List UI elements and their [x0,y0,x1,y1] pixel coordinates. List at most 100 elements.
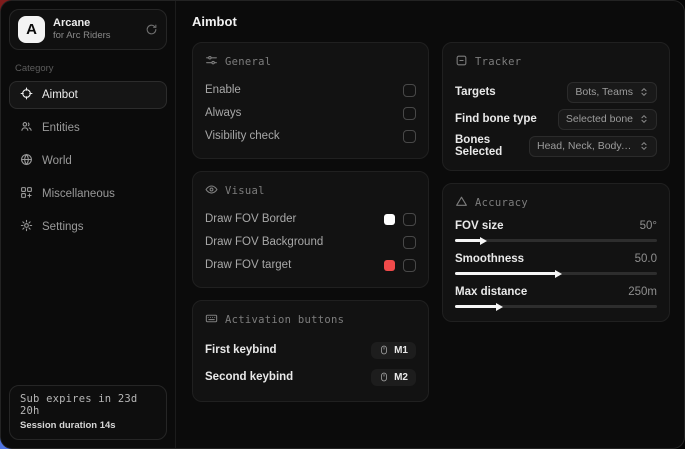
row-label: Draw FOV target [205,259,292,271]
tracker-card-header: Tracker [455,54,657,70]
row-label: Always [205,107,242,119]
first-keybind-button[interactable]: M1 [371,341,416,359]
activation-row-second-keybind: Second keybind M2 [205,364,416,390]
visual-card: Visual Draw FOV Border Draw FOV Backgrou… [192,171,429,288]
slider-fill[interactable] [455,272,556,275]
accuracy-card-header: Accuracy [455,195,657,211]
session-duration-text: Session duration 14s [20,420,116,431]
tracker-row-targets: Targets Bots, Teams [455,79,657,105]
app-subtitle: for Arc Riders [53,30,111,42]
chevrons-up-down-icon [641,141,647,151]
row-label: Targets [455,86,496,98]
accuracy-card: Accuracy FOV size 50° Smoothness [442,183,670,322]
subscription-box: Sub expires in 23d 20h Session duration … [9,385,167,440]
left-column: General Enable Always Visibility check [192,42,429,402]
accuracy-row-fov-size: FOV size 50° [455,220,657,242]
mouse-icon [381,345,388,355]
brand-text: Arcane for Arc Riders [53,17,137,43]
bones-selected-dropdown[interactable]: Head, Neck, Body, Fe... [529,135,657,157]
crosshair-icon [20,87,33,103]
tracker-row-bones-selected: Bones Selected Head, Neck, Body, Fe... [455,133,657,159]
tracker-card: Tracker Targets Bots, Teams Find bone ty… [442,42,670,171]
chevrons-up-down-icon [641,114,647,124]
max-distance-slider[interactable] [455,305,657,308]
page-title: Aimbot [192,14,237,29]
row-label: Max distance [455,286,528,298]
sub-expiry-text: Sub expires in 23d 20h [20,393,138,417]
activation-row-first-keybind: First keybind M1 [205,337,416,363]
fov-target-checkbox[interactable] [403,258,416,272]
scan-icon [455,54,468,70]
app-name: Arcane [53,16,91,29]
general-card-header: General [205,54,416,70]
accuracy-row-max-distance: Max distance 250m [455,286,657,308]
row-label: Draw FOV Border [205,213,297,225]
sidebar-item-label: World [42,155,72,167]
smoothness-slider[interactable] [455,272,657,275]
accuracy-row-smoothness: Smoothness 50.0 [455,253,657,275]
row-label: Visibility check [205,130,280,142]
activation-card-title: Activation buttons [225,314,345,326]
general-card: General Enable Always Visibility check [192,42,429,159]
fov-border-color-swatch[interactable] [384,213,395,225]
smoothness-value: 50.0 [634,253,657,265]
always-checkbox[interactable] [403,106,416,120]
row-label: Draw FOV Background [205,236,324,248]
targets-dropdown[interactable]: Bots, Teams [567,81,657,103]
slider-fill[interactable] [455,239,482,242]
fov-border-checkbox[interactable] [403,212,416,226]
fov-target-color-swatch[interactable] [384,259,395,271]
app-logo: A [18,16,45,43]
enable-checkbox[interactable] [403,83,416,97]
right-column: Tracker Targets Bots, Teams Find bone ty… [442,42,670,322]
sidebar-item-miscellaneous[interactable]: Miscellaneous [9,180,167,208]
visual-row-fov-target: Draw FOV target [205,254,416,276]
tracker-card-title: Tracker [475,56,522,68]
max-distance-value: 250m [628,286,657,298]
sidebar-item-entities[interactable]: Entities [9,114,167,142]
row-label: Find bone type [455,113,537,125]
sidebar-item-settings[interactable]: Settings [9,213,167,241]
gear-icon [20,219,33,235]
find-bone-type-dropdown[interactable]: Selected bone [557,108,657,130]
triangle-icon [455,195,468,211]
row-label: Bones Selected [455,134,503,158]
sidebar-item-label: Aimbot [42,89,78,101]
general-card-title: General [225,56,272,68]
sidebar-item-label: Settings [42,221,84,233]
refresh-icon[interactable] [145,23,158,36]
chevrons-up-down-icon [641,87,647,97]
visual-row-fov-border: Draw FOV Border [205,208,416,230]
row-label: Second keybind [205,371,294,383]
general-row-always: Always [205,102,416,124]
second-keybind-button[interactable]: M2 [371,368,416,386]
grid-icon [20,186,33,202]
visual-card-title: Visual [225,185,265,197]
entities-icon [20,120,33,136]
sidebar-item-aimbot[interactable]: Aimbot [9,81,167,109]
category-label: Category [15,63,54,74]
sidebar-item-label: Entities [42,122,80,134]
row-label: Smoothness [455,253,525,265]
sidebar-nav: Aimbot Entities World [9,81,167,241]
accuracy-card-title: Accuracy [475,197,528,209]
slider-fill[interactable] [455,305,498,308]
globe-icon [20,153,33,169]
fov-background-checkbox[interactable] [403,235,416,249]
fov-size-slider[interactable] [455,239,657,242]
visual-card-header: Visual [205,183,416,199]
visibility-check-checkbox[interactable] [403,129,416,143]
activation-card: Activation buttons First keybind M1 Seco… [192,300,429,402]
general-row-enable: Enable [205,79,416,101]
visual-row-fov-background: Draw FOV Background [205,231,416,253]
sidebar-item-world[interactable]: World [9,147,167,175]
sliders-icon [205,54,218,70]
activation-card-header: Activation buttons [205,312,416,328]
main-content: Aimbot General Enable [176,1,684,448]
row-label: FOV size [455,220,504,232]
mouse-icon [381,372,388,382]
row-label: First keybind [205,344,277,356]
eye-icon [205,183,218,199]
brand-card[interactable]: A Arcane for Arc Riders [9,9,167,50]
